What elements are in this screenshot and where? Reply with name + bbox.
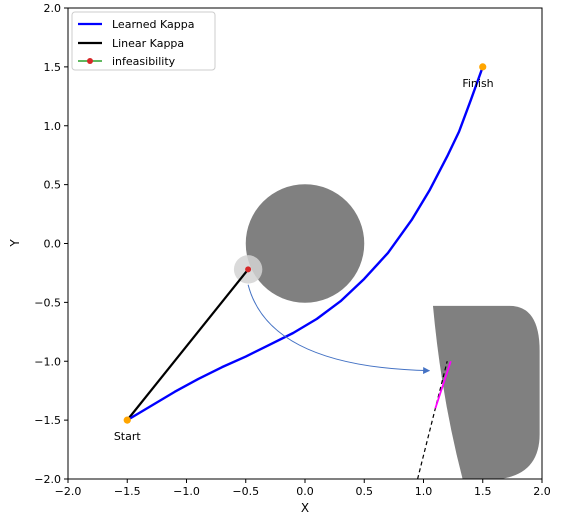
y-axis-label: Y [8, 239, 22, 248]
x-tick-label: −1.5 [114, 485, 141, 498]
y-tick-label: −0.5 [34, 296, 61, 309]
x-tick-label: 0.5 [356, 485, 374, 498]
plot-area [123, 63, 540, 479]
finish-point [479, 63, 487, 71]
y-tick-label: −1.5 [34, 414, 61, 427]
x-tick-label: −1.0 [173, 485, 200, 498]
start-label: Start [114, 430, 142, 443]
legend-label-linear-kappa: Linear Kappa [112, 37, 184, 50]
obstacle-circle [245, 184, 365, 303]
x-axis-label: X [301, 501, 309, 515]
obstacle-region [432, 305, 540, 479]
legend-label-infeasibility: infeasibility [112, 55, 176, 68]
plot-frame [67, 7, 543, 480]
finish-label: Finish [462, 77, 493, 90]
x-tick-label: 1.0 [415, 485, 433, 498]
learned-kappa-line [126, 66, 484, 422]
x-tick-label: 2.0 [533, 485, 551, 498]
linear-kappa-line [126, 268, 249, 421]
legend-box [71, 11, 216, 71]
y-tick-label: 2.0 [44, 2, 62, 15]
y-tick-label: 0.5 [44, 179, 62, 192]
start-point [123, 416, 131, 424]
arrow [247, 284, 431, 375]
legend-marker-infeasibility [87, 58, 93, 64]
ticks-layer: −2.0−2.0 −1.5 −1.5 −1.0 −1.0 −0.5 −0.5 0.0 0.0 0.… [34, 2, 550, 498]
magenta-segment [434, 360, 452, 409]
x-tick-label: 1.5 [474, 485, 492, 498]
y-tick-label: −1.0 [34, 355, 61, 368]
x-tick-label: 0.0 [296, 485, 314, 498]
y-tick-label: 0.0 [44, 238, 62, 251]
legend-label-learned-kappa: Learned Kappa [112, 18, 194, 31]
y-tick-label: 1.0 [44, 120, 62, 133]
y-tick-label: −2.0 [34, 473, 61, 486]
x-tick-label: −2.0 [55, 485, 82, 498]
legend: Learned Kappa Linear Kappa infeasibility [71, 11, 216, 71]
y-tick-label: 1.5 [44, 61, 62, 74]
infeasibility-marker [245, 266, 252, 273]
x-tick-label: −0.5 [232, 485, 259, 498]
